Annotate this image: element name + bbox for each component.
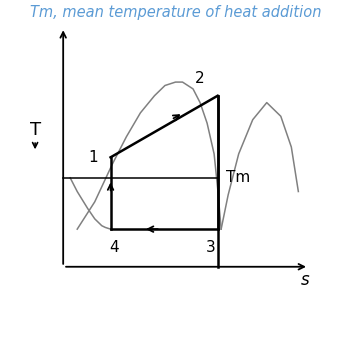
- Text: Tm: Tm: [226, 170, 251, 185]
- Text: 3: 3: [206, 240, 216, 255]
- Text: 1: 1: [88, 150, 98, 165]
- Text: T: T: [29, 121, 41, 139]
- Text: 2: 2: [195, 71, 205, 86]
- Text: Tm, mean temperature of heat addition: Tm, mean temperature of heat addition: [30, 5, 321, 20]
- Text: 4: 4: [109, 240, 119, 255]
- Text: s: s: [301, 272, 310, 289]
